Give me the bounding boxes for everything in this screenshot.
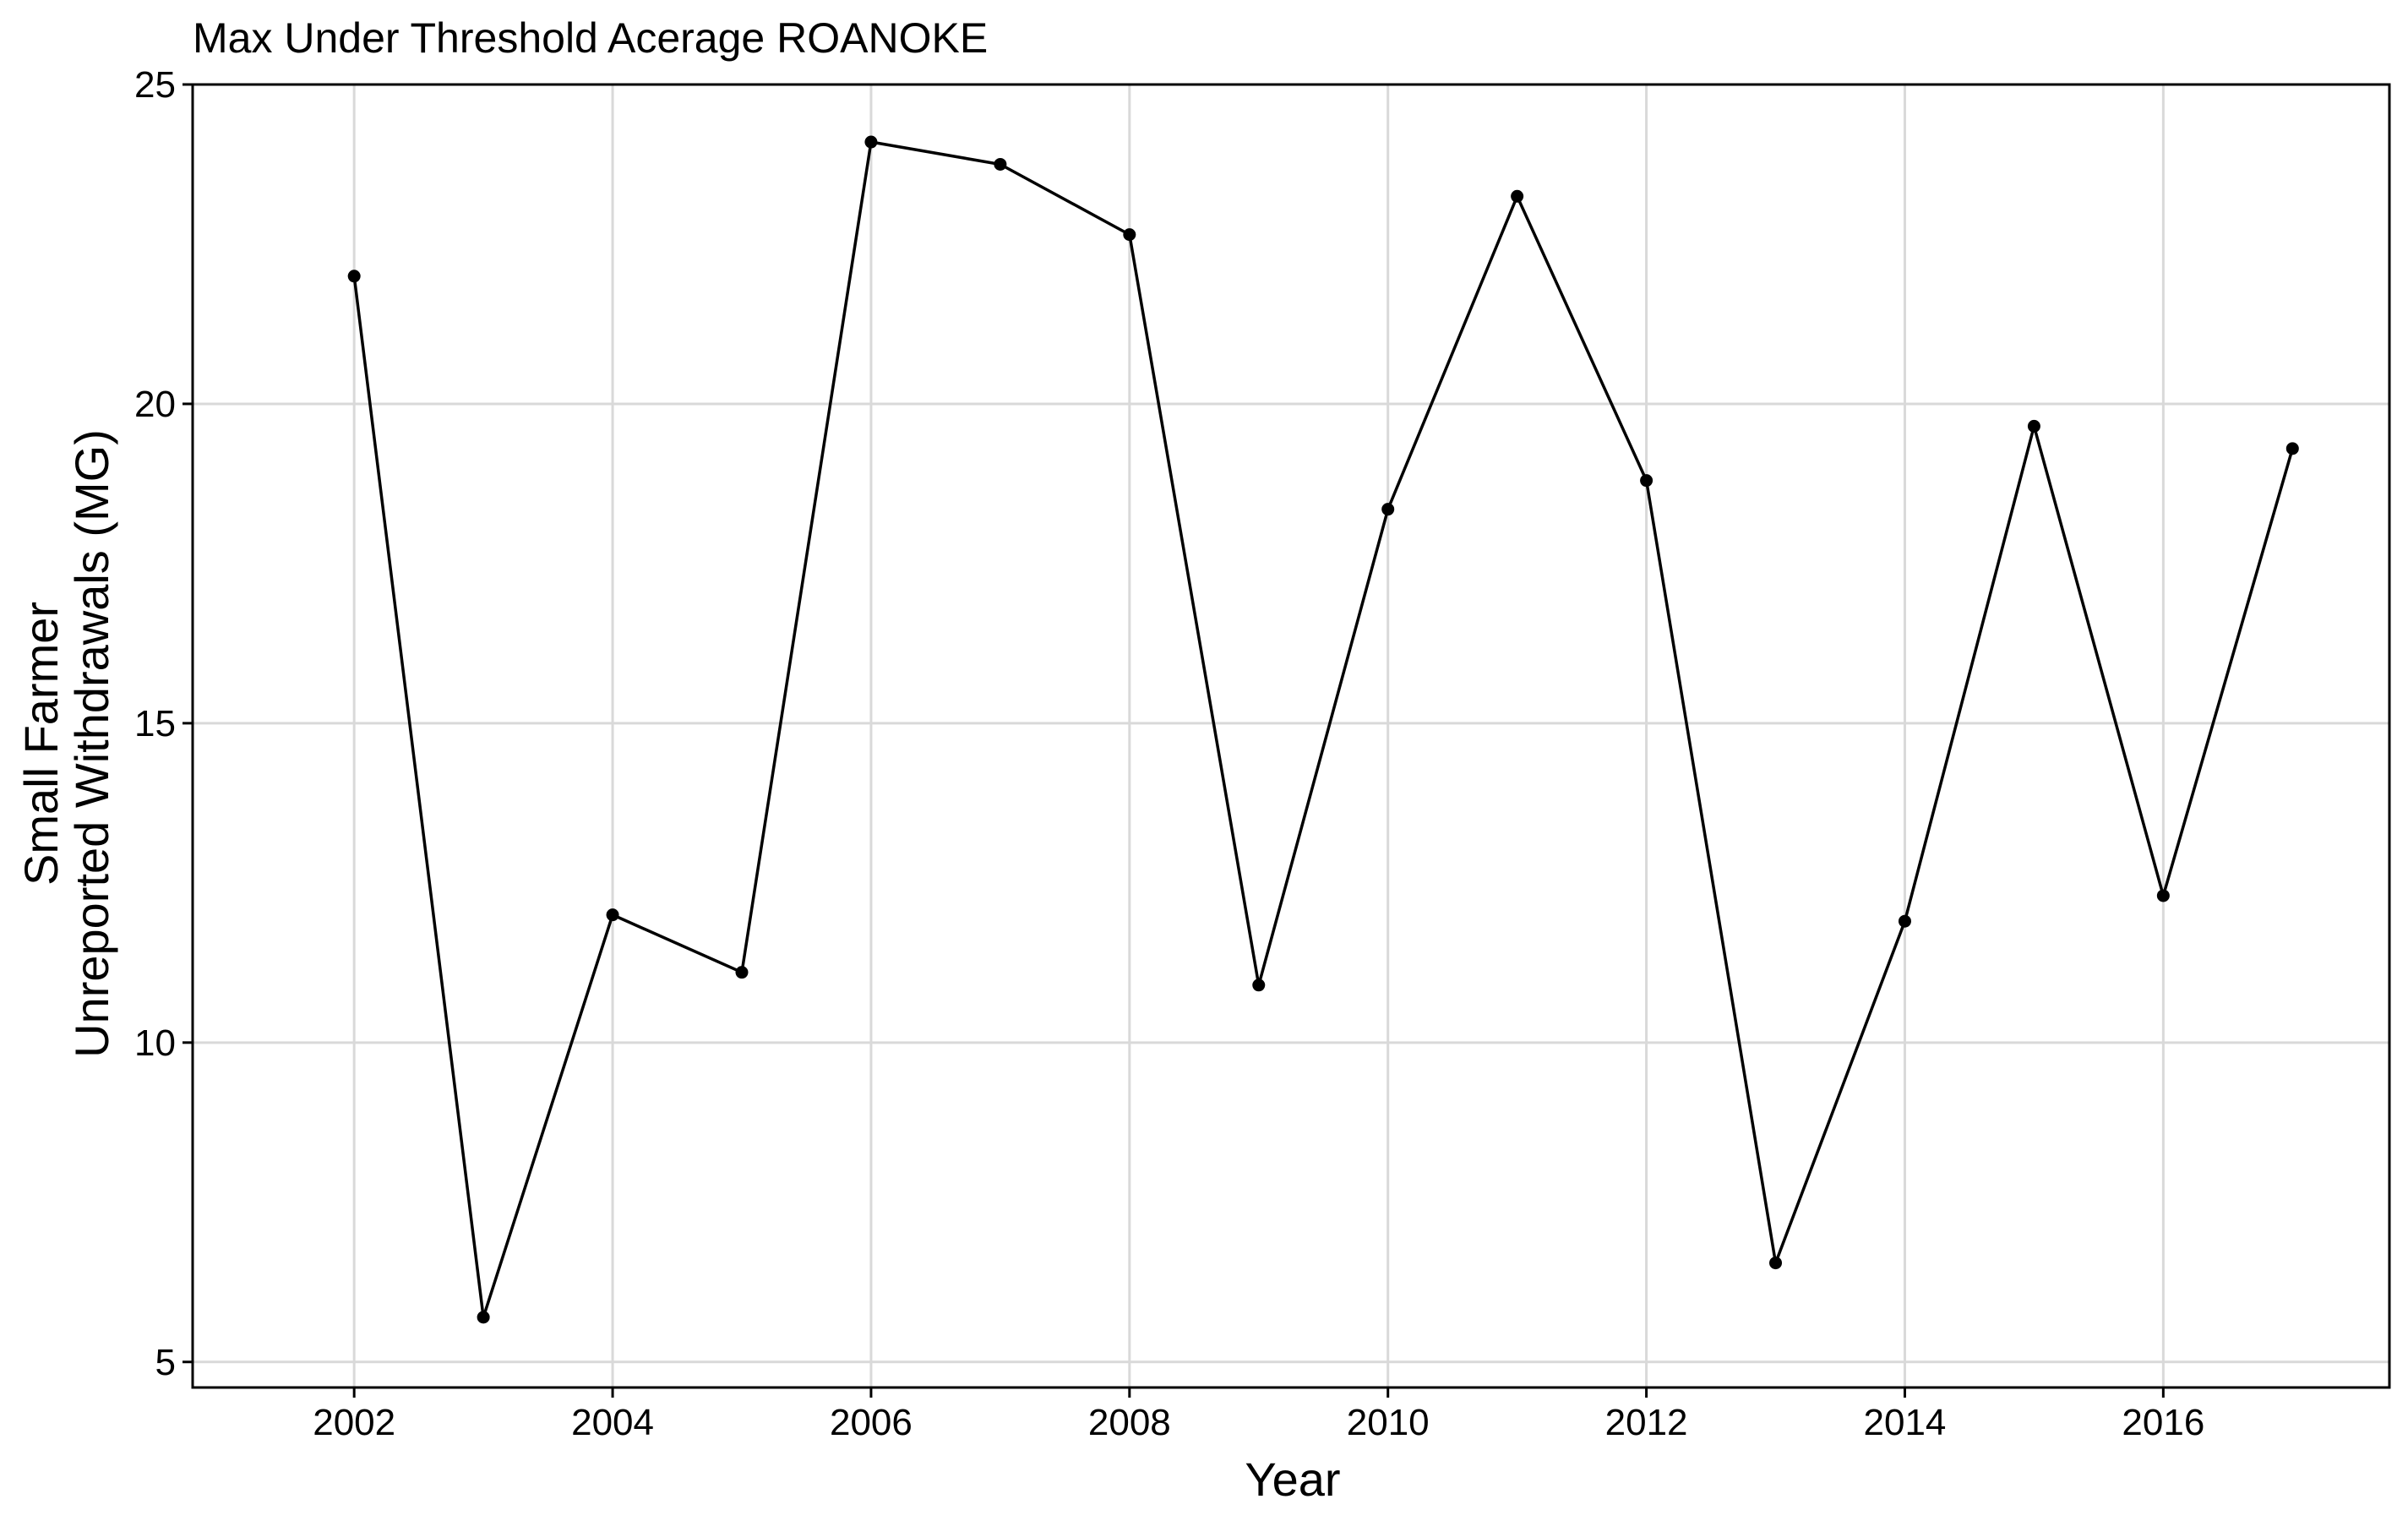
- data-point-2013: [1769, 1257, 1783, 1270]
- x-tick-label-2004: 2004: [571, 1402, 654, 1443]
- data-point-2011: [1511, 189, 1524, 203]
- x-tick-label-2012: 2012: [1605, 1402, 1688, 1443]
- x-axis-title: Year: [1245, 1453, 1340, 1506]
- x-tick-label-2006: 2006: [830, 1402, 913, 1443]
- data-point-2009: [1252, 979, 1266, 992]
- data-point-2008: [1123, 228, 1136, 242]
- y-tick-label-10: 10: [134, 1022, 176, 1064]
- plot-border: [191, 83, 2391, 1389]
- x-tick-label-2002: 2002: [313, 1402, 395, 1443]
- data-point-2010: [1381, 503, 1395, 516]
- series-line-0: [352, 140, 2294, 1319]
- axes: 2002 2004 2006 2008 2010 2012 2014 2016 5 10 15 20 2…: [134, 64, 2204, 1443]
- data-point-2006: [864, 135, 878, 149]
- y-tick-label-20: 20: [134, 384, 176, 425]
- data-point-2007: [994, 157, 1007, 171]
- x-tick-label-2008: 2008: [1088, 1402, 1171, 1443]
- x-tick-label-2010: 2010: [1347, 1402, 1430, 1443]
- chart-title: Max Under Threshold Acerage ROANOKE: [193, 14, 988, 62]
- y-tick-label-5: 5: [155, 1342, 176, 1383]
- x-tick-label-2016: 2016: [2122, 1402, 2204, 1443]
- data-point-2014: [1898, 914, 1911, 928]
- y-tick-label-15: 15: [134, 703, 176, 744]
- y-axis-title-line-2: Unreported Withdrawals (MG): [65, 429, 118, 1058]
- data-point-2012: [1640, 474, 1653, 488]
- data-point-2005: [735, 966, 749, 979]
- data-point-2016: [2156, 889, 2170, 902]
- x-tick-label-2014: 2014: [1864, 1402, 1947, 1443]
- data-point-2003: [477, 1311, 490, 1324]
- data-series: [347, 135, 2299, 1324]
- data-point-2002: [347, 270, 361, 283]
- data-point-2015: [2027, 419, 2040, 433]
- data-point-2004: [606, 908, 619, 922]
- y-tick-label-25: 25: [134, 64, 176, 106]
- data-point-2017: [2285, 442, 2299, 455]
- y-axis-title-line-1: Small Farmer: [14, 602, 68, 886]
